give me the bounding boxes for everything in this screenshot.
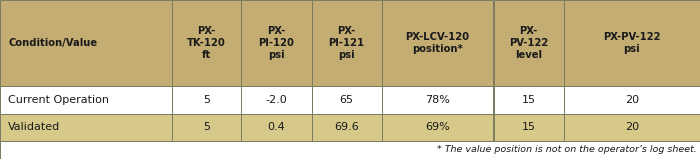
Bar — [0, 0, 172, 86]
Bar — [494, 86, 564, 114]
Text: 5: 5 — [203, 122, 210, 132]
Text: PX-
PV-122
level: PX- PV-122 level — [509, 26, 548, 60]
Text: -2.0: -2.0 — [265, 95, 288, 105]
Bar — [172, 114, 242, 141]
Text: Condition/Value: Condition/Value — [8, 38, 97, 48]
Text: 15: 15 — [522, 122, 536, 132]
Text: 69.6: 69.6 — [334, 122, 359, 132]
Text: Current Operation: Current Operation — [8, 95, 109, 105]
Text: 78%: 78% — [425, 95, 450, 105]
Text: 0.4: 0.4 — [267, 122, 286, 132]
Text: 69%: 69% — [425, 122, 450, 132]
Bar — [382, 114, 493, 141]
Text: 15: 15 — [522, 95, 536, 105]
Bar — [241, 114, 312, 141]
Bar — [0, 86, 172, 114]
Text: PX-
PI-120
psi: PX- PI-120 psi — [258, 26, 295, 60]
Bar — [564, 0, 700, 86]
Text: PX-
TK-120
ft: PX- TK-120 ft — [187, 26, 226, 60]
Text: 20: 20 — [624, 95, 639, 105]
Text: * The value position is not on the operator’s log sheet.: * The value position is not on the opera… — [437, 145, 696, 154]
Bar — [241, 86, 312, 114]
Bar — [172, 0, 242, 86]
Bar — [382, 0, 493, 86]
Text: PX-LCV-120
position*: PX-LCV-120 position* — [405, 32, 470, 54]
Bar — [312, 86, 382, 114]
Bar — [312, 0, 382, 86]
Text: 65: 65 — [340, 95, 354, 105]
Bar — [172, 86, 242, 114]
Bar — [494, 0, 564, 86]
Bar — [564, 114, 700, 141]
Bar — [0, 114, 172, 141]
Bar — [564, 86, 700, 114]
Bar — [0, 141, 700, 159]
Text: PX-PV-122
psi: PX-PV-122 psi — [603, 32, 661, 54]
Bar — [312, 114, 382, 141]
Text: PX-
PI-121
psi: PX- PI-121 psi — [328, 26, 365, 60]
Text: 20: 20 — [624, 122, 639, 132]
Bar — [241, 0, 312, 86]
Text: Validated: Validated — [8, 122, 61, 132]
Text: 5: 5 — [203, 95, 210, 105]
Bar — [382, 86, 493, 114]
Bar — [494, 114, 564, 141]
